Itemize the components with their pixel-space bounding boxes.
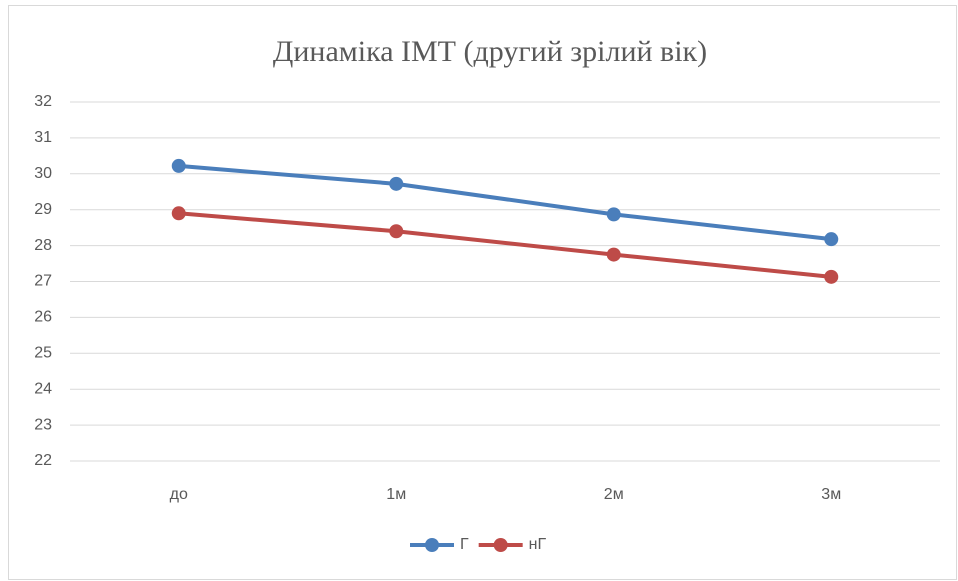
- data-point: [171, 158, 186, 173]
- y-tick-label: 30: [34, 165, 52, 182]
- data-point: [606, 207, 621, 222]
- y-tick-label: 32: [34, 93, 52, 110]
- data-point: [171, 206, 186, 221]
- series-line: [178, 211, 832, 279]
- y-tick-label: 22: [34, 452, 52, 469]
- legend-marker: [493, 538, 508, 552]
- chart-title: Динаміка ІМТ (другий зрілий вік): [273, 35, 707, 68]
- data-point: [606, 247, 621, 262]
- y-tick-label: 24: [34, 380, 52, 397]
- y-tick-label: 31: [34, 129, 52, 146]
- y-tick-label: 29: [34, 201, 52, 218]
- y-tick-label: 28: [34, 237, 52, 254]
- data-point: [824, 269, 839, 284]
- series-line: [178, 163, 832, 242]
- chart-border: [8, 5, 957, 580]
- y-tick-label: 26: [34, 309, 52, 326]
- legend-marker: [425, 538, 439, 552]
- legend-label: нГ: [529, 536, 547, 553]
- data-point: [389, 176, 404, 191]
- x-tick-label: 3м: [821, 486, 841, 503]
- data-point: [824, 232, 839, 247]
- legend-label: Г: [460, 536, 469, 553]
- x-tick-label: 2м: [604, 486, 624, 503]
- data-point: [389, 224, 404, 239]
- y-tick-label: 23: [34, 416, 52, 433]
- y-tick-label: 27: [34, 273, 52, 290]
- x-tick-label: 1м: [386, 486, 406, 503]
- y-tick-label: 25: [34, 345, 52, 362]
- x-tick-label: до: [170, 486, 188, 503]
